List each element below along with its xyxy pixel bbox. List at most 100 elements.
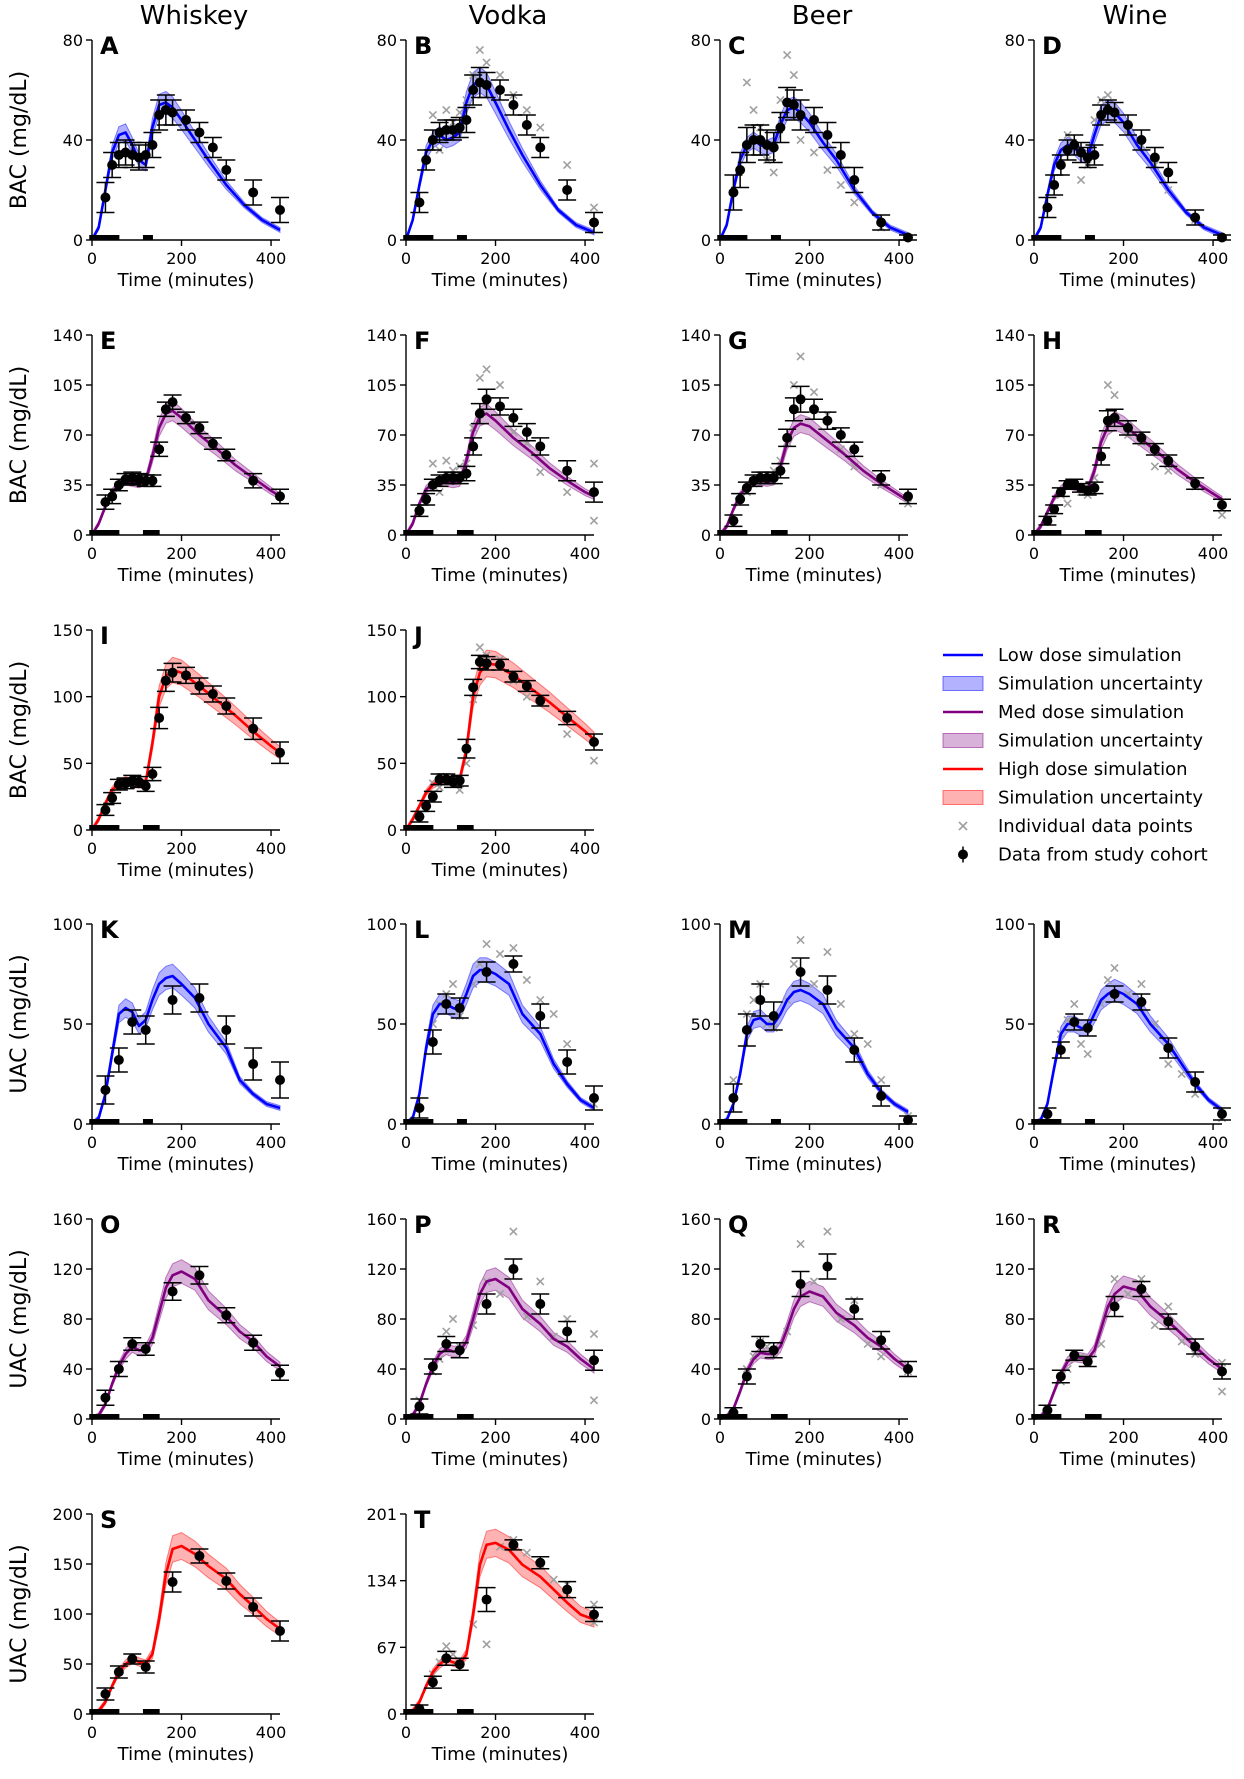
individual-point [562,1039,572,1049]
y-tick-label: 201 [366,1505,397,1524]
x-axis-label: Time (minutes) [1059,270,1197,291]
cohort-point [271,741,289,765]
y-axis-label: BAC (mg/dL) [7,71,32,209]
dosing-marker [409,1709,420,1714]
y-tick-label: 140 [366,326,397,345]
individual-point [589,459,599,468]
x-axis-label: Time (minutes) [431,565,569,586]
cohort-point [190,1548,209,1564]
individual-point [1217,1358,1227,1367]
x-tick-label: 200 [1108,1133,1139,1152]
cohort-point [190,983,209,1013]
individual-point [876,1075,886,1085]
cohort-point [558,1049,577,1075]
uncertainty-band [719,1280,909,1420]
dosing-marker [409,1414,420,1419]
cohort-point [410,1097,429,1119]
legend-label: Low dose simulation [998,645,1182,666]
cohort-point [464,437,483,456]
simulation-line [91,1544,281,1716]
cohort-point [203,136,222,159]
x-tick-label: 200 [480,1428,511,1447]
dosing-marker [1051,1414,1062,1419]
individual-point [1164,1302,1173,1311]
individual-point [428,459,438,468]
individual-point [1150,1321,1160,1330]
cohort-point [778,428,797,448]
dosing-marker [95,1414,106,1419]
x-axis-label: Time (minutes) [431,860,569,881]
cohort-point [190,677,209,695]
individual-point [1110,390,1119,400]
dosing-marker [423,825,434,830]
dosing-marker [1044,1119,1055,1124]
dosing-marker [1051,530,1062,535]
x-tick-label: 200 [166,249,197,268]
x-tick-label: 400 [570,544,601,563]
column-title-beer: Beer [792,1,853,31]
x-tick-label: 400 [1198,249,1229,268]
dosing-marker [95,825,106,830]
cohort-point [504,1258,523,1280]
cohort-point [271,1620,289,1642]
dosing-marker [142,235,153,240]
x-tick-label: 400 [570,1428,601,1447]
dosing-marker [717,235,728,240]
uncertainty-band [405,1267,595,1420]
y-axis-label: BAC (mg/dL) [7,366,32,504]
y-tick-label: 80 [377,31,397,50]
y-axis-label: UAC (mg/dL) [7,1544,32,1683]
individual-point [1103,975,1113,985]
dosing-marker [723,1119,734,1124]
y-tick-label: 120 [680,1260,711,1279]
y-tick-label: 80 [63,1310,83,1329]
cohort-point [1065,1013,1084,1031]
cohort-point [1213,1107,1231,1121]
dosing-marker [730,530,741,535]
cohort-point [491,397,509,416]
y-tick-label: 140 [680,326,711,345]
cohort-point [1186,209,1205,226]
legend: Low dose simulation Simulation uncertaint… [942,645,1208,866]
individual-point [729,1075,738,1085]
y-tick-label: 100 [52,688,83,707]
cohort-point [217,1015,236,1045]
x-tick-label: 200 [480,1723,511,1742]
x-tick-label: 0 [715,1428,725,1447]
panel-letter: A [100,32,119,60]
cohort-point [791,957,810,987]
y-tick-label: 0 [387,526,397,545]
x-tick-label: 200 [480,544,511,563]
dosing-marker [109,1119,120,1124]
individual-point [789,380,799,390]
y-tick-label: 0 [387,1705,397,1724]
individual-point [495,949,505,959]
dosing-marker [723,1414,734,1419]
cohort-point [450,116,469,139]
individual-point [796,135,805,145]
dosing-marker [416,235,427,240]
individual-point [1217,510,1227,520]
legend-label: Data from study cohort [998,845,1208,866]
dosing-marker [770,530,781,535]
uncertainty-band [719,978,909,1125]
y-tick-label: 80 [63,31,83,50]
dosing-marker [109,530,120,535]
x-tick-label: 400 [884,544,915,563]
x-tick-label: 400 [1198,1133,1229,1152]
dosing-marker [1084,1414,1095,1419]
simulation-line [91,974,281,1125]
y-tick-label: 80 [691,1310,711,1329]
y-tick-label: 0 [73,821,83,840]
dosing-marker [142,1709,153,1714]
individual-point [1103,380,1113,390]
y-tick-label: 70 [691,426,711,445]
individual-point [1164,1059,1173,1069]
x-axis-label: Time (minutes) [117,1449,255,1470]
cohort-point [477,961,496,983]
y-tick-label: 0 [1015,231,1025,250]
cohort-point [558,1580,577,1599]
dosing-marker [403,825,414,830]
